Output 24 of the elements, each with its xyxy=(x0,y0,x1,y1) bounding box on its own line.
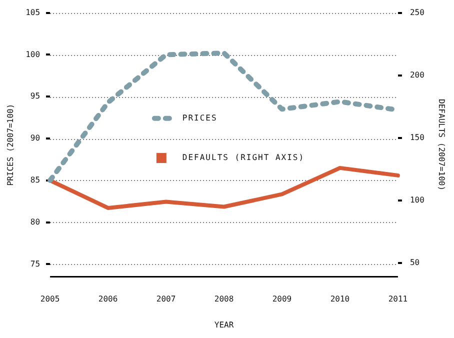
y2-tick-label: 200 xyxy=(410,70,425,80)
legend-label: PRICES xyxy=(182,113,218,122)
x-axis-title: YEAR xyxy=(214,320,234,330)
x-tick-label: 2005 xyxy=(40,294,60,304)
y-tick-label: 100 xyxy=(26,50,40,59)
y2-tick-label: 50 xyxy=(410,258,420,268)
x-tick-label: 2011 xyxy=(388,294,408,304)
x-tick-label: 2009 xyxy=(272,294,292,304)
y-tick-label: 80 xyxy=(30,217,40,226)
x-tick-label: 2006 xyxy=(98,294,118,304)
y2-axis-title: DEFAULTS (2007=100) xyxy=(437,99,446,191)
y-tick-label: 75 xyxy=(30,259,40,268)
y-tick-label: 105 xyxy=(26,8,40,17)
legend-label: DEFAULTS (RIGHT AXIS) xyxy=(182,153,305,162)
x-tick-label: 2008 xyxy=(214,294,234,304)
y-tick-label: 95 xyxy=(30,92,40,101)
y2-tick-label: 250 xyxy=(410,8,425,17)
x-tick-label: 2007 xyxy=(156,294,176,304)
y-axis-title: PRICES (2007=100) xyxy=(6,104,15,186)
y2-tick-label: 150 xyxy=(410,132,425,142)
y-tick-label: 90 xyxy=(30,134,40,143)
x-tick-label: 2010 xyxy=(330,294,350,304)
y-tick-label: 85 xyxy=(30,175,40,184)
y2-tick-label: 100 xyxy=(410,196,425,205)
